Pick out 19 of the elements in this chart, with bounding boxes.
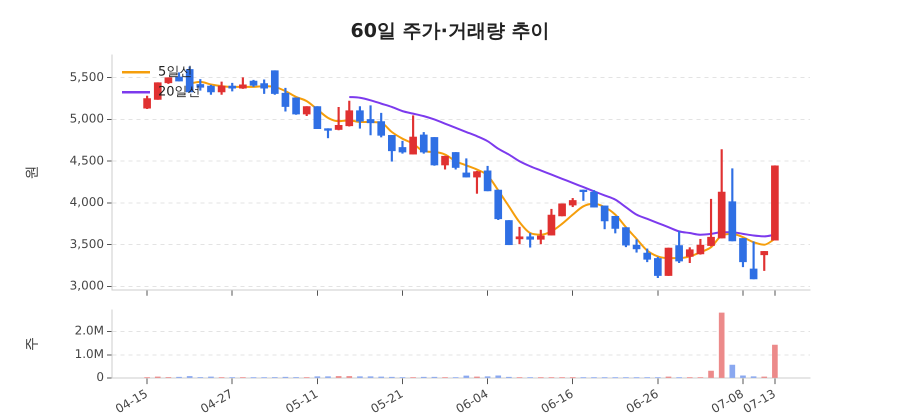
- y-axis-title: 원: [24, 166, 40, 180]
- bar: [708, 370, 714, 378]
- bar: [740, 375, 746, 378]
- y-tick-label: 3,000: [70, 278, 104, 293]
- y-tick-label: 0: [96, 370, 104, 384]
- bar: [495, 375, 502, 378]
- y-axis-title: 주: [24, 337, 40, 352]
- candlestick: [760, 251, 768, 271]
- y-tick-label: 1.0M: [74, 346, 104, 361]
- bar: [772, 344, 778, 378]
- chart-title: 60일 주가·거래량 추이: [350, 19, 550, 44]
- y-tick-label: 3,500: [70, 236, 104, 251]
- y-tick-label: 5,500: [70, 70, 104, 84]
- bar: [718, 312, 725, 378]
- y-tick-label: 4,000: [70, 195, 104, 210]
- bar: [729, 364, 736, 378]
- y-tick-label: 2.0M: [74, 324, 104, 338]
- y-tick-label: 5,000: [70, 112, 104, 126]
- y-tick-label: 4,500: [70, 153, 104, 168]
